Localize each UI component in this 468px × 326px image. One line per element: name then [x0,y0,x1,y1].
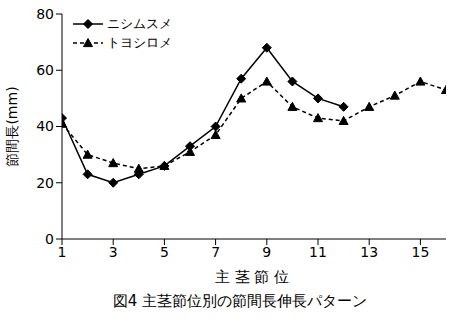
svg-text:1: 1 [58,244,67,260]
html-text:図4 主茎節位別の節間長伸長パターン: 図4 主茎節位別の節間長伸長パターン [112,292,368,310]
svg-text:9: 9 [262,244,271,260]
svg-text:40: 40 [36,118,54,134]
svg-text:13: 13 [360,244,378,260]
svg-text:60: 60 [36,62,54,78]
html-text:ニシムスメ: ニシムスメ [107,16,172,31]
html-text:トヨシロメ: トヨシロメ [107,35,172,50]
svg-text:80: 80 [36,6,54,22]
svg-text:5: 5 [160,244,169,260]
svg-text:3: 3 [109,244,118,260]
svg-text:節間長(mm): 節間長(mm) [8,86,20,166]
svg-text:11: 11 [309,244,327,260]
html-text:主 茎 節 位: 主 茎 節 位 [214,268,290,286]
svg-text:20: 20 [36,175,54,191]
svg-text:7: 7 [211,244,220,260]
svg-text:15: 15 [411,244,429,260]
svg-text:0: 0 [45,231,54,247]
